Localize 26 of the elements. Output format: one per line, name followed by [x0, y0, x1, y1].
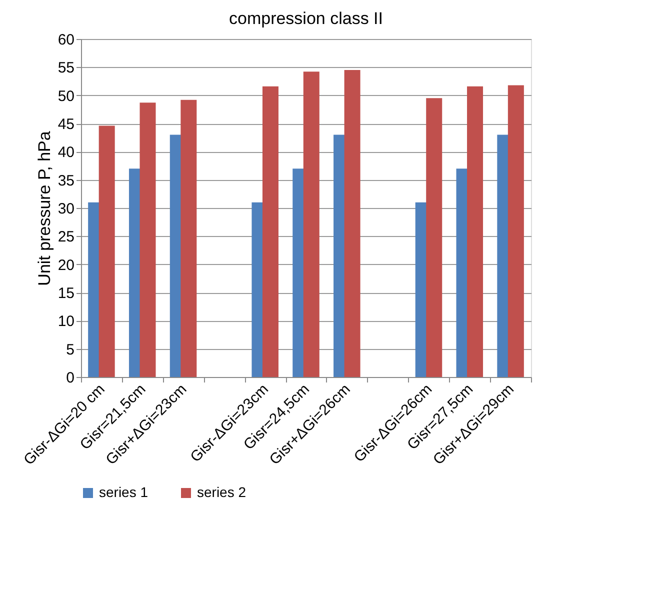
legend-label: series 1: [99, 484, 148, 500]
bar: [140, 102, 156, 377]
y-axis-title: Unit pressure P, hPa: [34, 130, 54, 286]
y-tick-label: 35: [58, 172, 74, 190]
bar: [426, 98, 442, 377]
y-tick-label: 30: [58, 200, 74, 218]
bar: [180, 100, 197, 377]
y-tick-label: 25: [58, 228, 74, 246]
chart-title: compression class II: [229, 9, 383, 28]
bar: [262, 86, 278, 377]
bar: [467, 86, 484, 377]
y-tick-label: 60: [58, 32, 74, 48]
legend-label: series 2: [197, 484, 246, 500]
bar: [98, 126, 115, 377]
y-tick-label: 20: [58, 256, 74, 274]
bar: [303, 72, 320, 377]
y-tick-label: 45: [58, 116, 74, 133]
y-tick-label: 15: [58, 285, 74, 302]
y-tick-label: 10: [58, 313, 74, 330]
y-tick-label: 5: [66, 341, 74, 358]
y-tick-label: 0: [66, 370, 74, 386]
y-tick-label: 50: [58, 88, 74, 105]
y-tick-label: 40: [58, 144, 74, 162]
bar: [344, 70, 360, 377]
y-tick-label: 55: [58, 60, 74, 77]
bar: [508, 85, 524, 377]
